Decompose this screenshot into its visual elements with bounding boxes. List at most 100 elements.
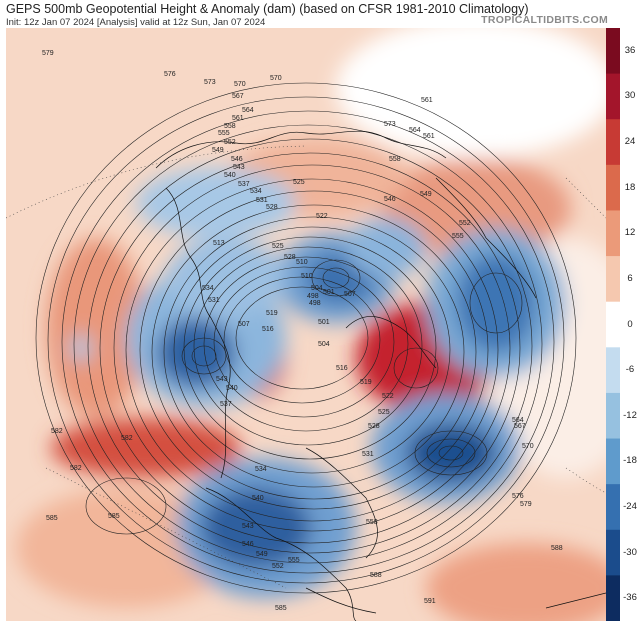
contour-label: 558 <box>389 156 401 163</box>
contour-label: 561 <box>232 115 244 122</box>
contour-label: 582 <box>51 428 63 435</box>
contour-label: 543 <box>242 523 254 530</box>
contour-label: 522 <box>316 213 328 220</box>
contour-label: 525 <box>293 179 305 186</box>
contour-label: 549 <box>256 551 268 558</box>
contour-label: 516 <box>262 326 274 333</box>
contour-label: 501 <box>318 319 330 326</box>
contour-label: 528 <box>266 204 278 211</box>
contour-label: 519 <box>360 379 372 386</box>
contour-label: 570 <box>234 81 246 88</box>
colorbar-swatch <box>606 529 620 576</box>
contour-label: 558 <box>366 519 378 526</box>
colorbar-swatch <box>606 164 620 211</box>
contour-label: 540 <box>252 495 264 502</box>
contour-label: 510 <box>301 273 313 280</box>
contour-label: 552 <box>459 220 471 227</box>
contour-label: 576 <box>512 493 524 500</box>
chart-subtitle: Init: 12z Jan 07 2024 [Analysis] valid a… <box>6 17 266 28</box>
colorbar-label: 30 <box>624 90 636 102</box>
contour-label: 528 <box>368 423 380 430</box>
colorbar-swatch <box>606 210 620 257</box>
contour-label: 561 <box>421 97 433 104</box>
colorbar-label: -18 <box>623 455 637 467</box>
contour-label: 525 <box>272 243 284 250</box>
contour-label: 522 <box>382 393 394 400</box>
contour-label: 498 <box>309 300 321 307</box>
contour-label: 573 <box>204 79 216 86</box>
contour-label: 585 <box>275 605 287 612</box>
colorbar-label: 36 <box>624 44 636 56</box>
contour-label: 588 <box>551 545 563 552</box>
contour-label: 546 <box>384 196 396 203</box>
height-contours <box>35 82 577 594</box>
colorbar-swatch <box>606 119 620 166</box>
contour-label: 534 <box>250 188 262 195</box>
colorbar-swatch <box>606 438 620 485</box>
contour-label: 546 <box>231 156 243 163</box>
colorbar-label: 18 <box>624 181 636 193</box>
contour-label: 537 <box>238 181 250 188</box>
contour-label: 507 <box>238 321 250 328</box>
contour-label: 504 <box>311 285 323 292</box>
latitude-lines <box>6 145 606 589</box>
contour-label: 540 <box>224 172 236 179</box>
contour-label: 552 <box>224 139 236 146</box>
colorbar-swatch <box>606 301 620 348</box>
contour-label: 579 <box>520 501 532 508</box>
contour-label: 504 <box>318 341 330 348</box>
contour-label: 561 <box>423 133 435 140</box>
colorbar-swatch <box>606 256 620 303</box>
brand-watermark: TROPICALTIDBITS.COM <box>481 14 608 26</box>
contour-label: 543 <box>233 164 245 171</box>
contour-label: 585 <box>108 513 120 520</box>
contour-labels: 585 585 582 582 579 576 573 570 567 564 … <box>42 50 563 612</box>
contour-label: 534 <box>202 285 214 292</box>
contour-label: 528 <box>284 254 296 261</box>
contour-label: 588 <box>370 572 382 579</box>
colorbar-label: -30 <box>623 546 637 558</box>
contour-label: 510 <box>296 259 308 266</box>
contour-label: 552 <box>272 563 284 570</box>
contour-label: 576 <box>164 71 176 78</box>
colorbar <box>606 28 620 621</box>
contour-label: 567 <box>514 423 526 430</box>
colorbar-label: 0 <box>627 318 633 330</box>
contour-label: 540 <box>226 385 238 392</box>
contour-label: 549 <box>212 147 224 154</box>
contour-label: 564 <box>242 107 254 114</box>
contour-label: 555 <box>218 130 230 137</box>
colorbar-swatch <box>606 484 620 531</box>
contour-label: 585 <box>46 515 58 522</box>
contour-label: 501 <box>323 289 335 296</box>
contour-label: 525 <box>378 409 390 416</box>
colorbar-label: -12 <box>623 409 637 421</box>
contour-label: 513 <box>213 240 225 247</box>
contour-label: 516 <box>336 365 348 372</box>
contour-label: 573 <box>384 121 396 128</box>
contour-label: 534 <box>255 466 267 473</box>
contour-label: 519 <box>266 310 278 317</box>
colorbar-label: -36 <box>623 592 637 604</box>
contour-label: 507 <box>344 291 356 298</box>
contour-label: 531 <box>362 451 374 458</box>
contour-label: 543 <box>216 376 228 383</box>
colorbar-swatch <box>606 347 620 394</box>
contour-label: 549 <box>420 191 432 198</box>
coastlines <box>155 130 606 621</box>
contour-label: 570 <box>522 443 534 450</box>
contour-label: 498 <box>307 293 319 300</box>
colorbar-swatch <box>606 73 620 120</box>
contour-label: 564 <box>512 417 524 424</box>
contour-label: 567 <box>232 93 244 100</box>
chart-title: GEPS 500mb Geopotential Height & Anomaly… <box>6 2 529 16</box>
contour-label: 582 <box>70 465 82 472</box>
contour-label: 537 <box>220 401 232 408</box>
polar-map: 585 585 582 582 579 576 573 570 567 564 … <box>6 28 606 621</box>
contour-label: 531 <box>256 197 268 204</box>
colorbar-swatch <box>606 28 620 75</box>
contour-label: 564 <box>409 127 421 134</box>
colorbar-label: -6 <box>625 364 635 376</box>
colorbar-swatch <box>606 575 620 621</box>
colorbar-label: 24 <box>624 136 636 148</box>
